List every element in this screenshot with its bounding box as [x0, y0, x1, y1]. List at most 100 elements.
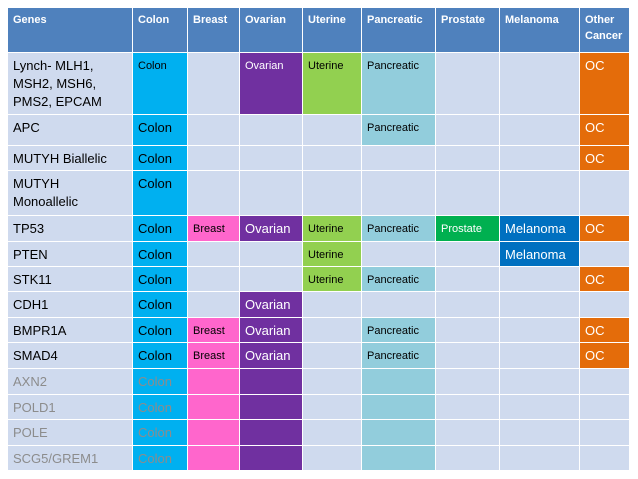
table-cell [500, 146, 580, 171]
table-cell [188, 395, 240, 420]
table-cell [240, 242, 303, 267]
table-cell: Uterine [303, 267, 362, 292]
table-cell [500, 343, 580, 369]
table-cell [500, 369, 580, 395]
table-cell: OC [580, 146, 630, 171]
gene-table: Genes Colon Breast Ovarian Uterine Pancreatic… [8, 8, 630, 471]
table-cell: Uterine [303, 242, 362, 267]
table-cell: Colon [133, 242, 188, 267]
table-cell [436, 343, 500, 369]
table-cell [580, 292, 630, 318]
table-cell: Melanoma [500, 242, 580, 267]
table-cell [500, 446, 580, 471]
table-cell: Ovarian [240, 216, 303, 242]
table-cell [240, 446, 303, 471]
table-cell [500, 420, 580, 446]
table-cell [436, 242, 500, 267]
header-cell: Genes [8, 8, 133, 53]
table-cell [240, 171, 303, 216]
table-cell: SCG5/GREM1 [8, 446, 133, 471]
table-cell: Prostate [436, 216, 500, 242]
table-cell [436, 267, 500, 292]
table-cell: Colon [133, 369, 188, 395]
table-cell: POLD1 [8, 395, 133, 420]
table-cell: Melanoma [500, 216, 580, 242]
table-cell [436, 171, 500, 216]
table-cell: Colon [133, 146, 188, 171]
table-cell: Pancreatic [362, 216, 436, 242]
table-cell [436, 318, 500, 343]
table-cell: BMPR1A [8, 318, 133, 343]
table-cell [303, 171, 362, 216]
table-cell [240, 395, 303, 420]
table-cell: Ovarian [240, 53, 303, 115]
table-cell [580, 395, 630, 420]
table-cell [436, 395, 500, 420]
table-cell: STK11 [8, 267, 133, 292]
table-cell: Colon [133, 115, 188, 146]
table-cell: Uterine [303, 53, 362, 115]
table-cell: MUTYH Biallelic [8, 146, 133, 171]
table-cell [188, 446, 240, 471]
header-cell: Other Cancer [580, 8, 630, 53]
table-cell: OC [580, 318, 630, 343]
table-cell: POLE [8, 420, 133, 446]
table-cell: Pancreatic [362, 267, 436, 292]
header-cell: Melanoma [500, 8, 580, 53]
table-cell [188, 292, 240, 318]
table-cell: OC [580, 53, 630, 115]
table-cell [188, 267, 240, 292]
table-cell [362, 420, 436, 446]
table-cell [580, 242, 630, 267]
table-cell [188, 53, 240, 115]
table-cell: TP53 [8, 216, 133, 242]
table-cell [436, 292, 500, 318]
header-cell: Ovarian [240, 8, 303, 53]
table-cell [436, 146, 500, 171]
table-cell [500, 115, 580, 146]
table-cell [362, 292, 436, 318]
table-cell: PTEN [8, 242, 133, 267]
table-cell [240, 146, 303, 171]
table-cell [362, 171, 436, 216]
table-cell: Pancreatic [362, 343, 436, 369]
table-cell [303, 292, 362, 318]
table-cell: Ovarian [240, 318, 303, 343]
table-cell [362, 146, 436, 171]
table-cell [303, 343, 362, 369]
table-cell: Breast [188, 318, 240, 343]
table-cell: Colon [133, 446, 188, 471]
table-cell [188, 420, 240, 446]
table-cell: Pancreatic [362, 115, 436, 146]
table-cell [303, 395, 362, 420]
table-cell: Colon [133, 267, 188, 292]
table-cell: MUTYH Monoallelic [8, 171, 133, 216]
table-cell [580, 171, 630, 216]
table-cell: Colon [133, 53, 188, 115]
table-cell [188, 369, 240, 395]
table-cell: Colon [133, 343, 188, 369]
header-cell: Pancreatic [362, 8, 436, 53]
table-cell [500, 53, 580, 115]
table-cell [436, 420, 500, 446]
table-cell: Colon [133, 216, 188, 242]
table-cell [362, 369, 436, 395]
table-cell: OC [580, 267, 630, 292]
table-cell: Colon [133, 171, 188, 216]
table-cell [240, 420, 303, 446]
table-cell [188, 242, 240, 267]
header-cell: Colon [133, 8, 188, 53]
table-cell: Pancreatic [362, 53, 436, 115]
table-cell [580, 420, 630, 446]
table-cell: OC [580, 216, 630, 242]
table-cell [362, 395, 436, 420]
table-cell: Colon [133, 395, 188, 420]
table-cell [303, 446, 362, 471]
table-cell: CDH1 [8, 292, 133, 318]
table-cell [240, 115, 303, 146]
table-cell [500, 171, 580, 216]
table-cell [188, 115, 240, 146]
table-cell [303, 420, 362, 446]
table-cell [188, 171, 240, 216]
table-cell: APC [8, 115, 133, 146]
